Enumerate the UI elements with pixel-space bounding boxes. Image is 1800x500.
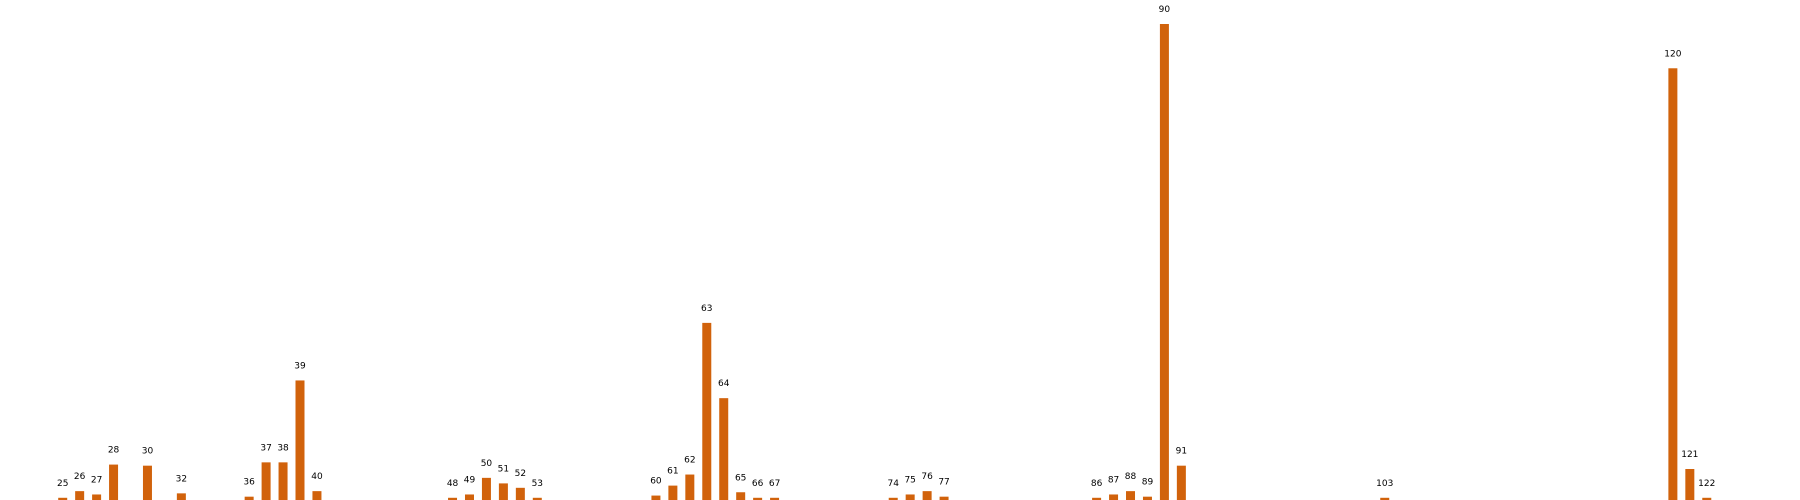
bar-label-63: 63 [701,304,712,314]
bar-89 [1142,496,1152,500]
bar-90 [1159,24,1169,500]
bar-label-28: 28 [108,446,120,456]
bar-label-121: 121 [1681,450,1698,460]
bar-122 [1702,497,1712,500]
bar-label-91: 91 [1176,447,1187,457]
bar-87 [1109,494,1119,500]
bar-86 [1092,497,1102,500]
bar-label-88: 88 [1125,472,1137,482]
bar-label-66: 66 [752,479,764,489]
bar-52 [515,487,525,500]
bar-label-61: 61 [667,467,678,477]
bars-layer [58,24,1712,500]
bar-63 [702,322,712,500]
bar-61 [668,485,678,500]
bar-50 [481,477,491,500]
bar-label-74: 74 [887,479,899,489]
bar-label-51: 51 [498,464,509,474]
bar-label-77: 77 [938,478,949,488]
bar-label-120: 120 [1664,49,1681,59]
bar-label-65: 65 [735,473,746,483]
bar-label-89: 89 [1142,478,1154,488]
bar-label-50: 50 [481,459,493,469]
bar-label-60: 60 [650,477,662,487]
bar-label-103: 103 [1376,479,1393,489]
bar-label-75: 75 [904,475,915,485]
bar-label-62: 62 [684,456,695,466]
bar-37 [261,462,271,500]
bar-67 [770,497,780,500]
bar-label-53: 53 [532,479,543,489]
bar-39 [295,380,305,500]
bar-32 [176,493,186,500]
bar-103 [1380,497,1390,500]
bar-62 [685,474,695,500]
bar-label-38: 38 [277,443,289,453]
bar-91 [1176,465,1186,500]
bar-120 [1668,68,1678,500]
bar-75 [905,494,915,500]
bar-labels-layer: 25 26 27 28 30 32 36 37 38 39 40 48 49 50 51 52 53 60 61 62… [57,5,1715,489]
bar-49 [464,494,474,500]
bar-74 [888,497,898,500]
bar-label-25: 25 [57,479,68,489]
bar-label-37: 37 [260,443,271,453]
bar-36 [244,496,254,500]
bar-64 [719,398,729,500]
bar-label-27: 27 [91,475,102,485]
bar-66 [753,497,763,500]
bar-label-64: 64 [718,379,730,389]
bar-76 [922,491,932,500]
bar-label-122: 122 [1698,479,1715,489]
bar-label-87: 87 [1108,475,1119,485]
bar-27 [92,494,102,500]
bar-label-76: 76 [921,472,933,482]
bar-51 [498,483,508,500]
bar-26 [75,491,85,500]
bar-30 [142,465,152,500]
bar-53 [532,497,542,500]
bar-40 [312,491,322,500]
bar-label-52: 52 [515,469,526,479]
bar-77 [939,496,949,500]
bar-121 [1685,469,1695,500]
bar-label-32: 32 [176,474,187,484]
bar-48 [448,497,458,500]
bar-label-67: 67 [769,479,780,489]
bar-label-48: 48 [447,479,459,489]
bar-label-86: 86 [1091,479,1103,489]
bar-88 [1126,491,1136,500]
bar-25 [58,497,68,500]
bar-label-90: 90 [1159,5,1171,15]
bar-60 [651,495,661,500]
bar-38 [278,462,288,500]
bar-label-40: 40 [311,472,323,482]
bar-label-26: 26 [74,472,86,482]
bar-28 [109,464,119,500]
bar-label-36: 36 [243,478,255,488]
bar-label-49: 49 [464,475,476,485]
bar-65 [736,492,746,500]
bar-label-30: 30 [142,447,154,457]
bar-label-39: 39 [294,361,306,371]
